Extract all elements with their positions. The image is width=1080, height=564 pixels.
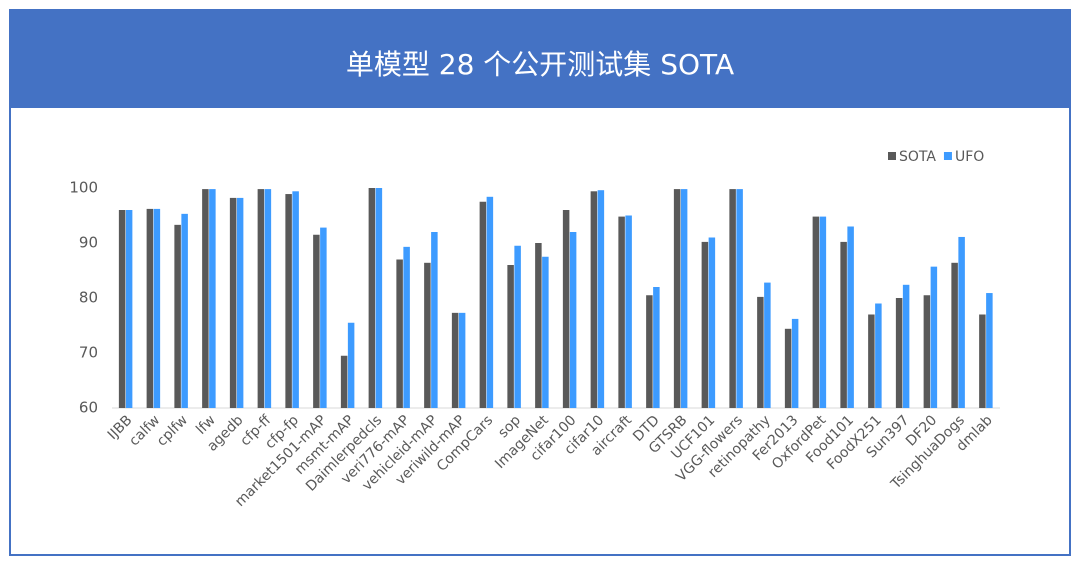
- bar: [569, 232, 577, 408]
- bar: [431, 232, 438, 408]
- bar: [930, 266, 938, 408]
- y-tick-label: 100: [69, 179, 98, 197]
- bar: [202, 189, 209, 408]
- y-tick-label: 70: [79, 344, 98, 362]
- bar: [625, 215, 632, 408]
- bar: [535, 243, 542, 408]
- bar: [597, 190, 605, 408]
- bar: [708, 237, 716, 408]
- bar: [812, 216, 820, 408]
- bar: [146, 208, 154, 408]
- bar: [174, 224, 181, 408]
- bar: [375, 188, 383, 408]
- bar: [403, 246, 410, 408]
- bar: [736, 189, 743, 408]
- y-tick-label: 60: [79, 399, 98, 417]
- bar: [590, 191, 598, 408]
- bar: [257, 189, 265, 408]
- bar: [347, 322, 355, 408]
- bar: [125, 210, 133, 408]
- bar: [791, 318, 799, 408]
- bar: [153, 208, 161, 408]
- bar: [313, 234, 320, 408]
- bar: [118, 210, 126, 408]
- bar: [618, 216, 625, 408]
- bar: [673, 189, 681, 408]
- bar: [895, 298, 903, 408]
- bar: [902, 284, 910, 408]
- bar: [424, 262, 431, 408]
- bar: [236, 197, 244, 408]
- bar: [979, 314, 986, 408]
- bar: [646, 295, 653, 408]
- bar: [229, 197, 237, 408]
- bar: [451, 312, 459, 408]
- bar: [542, 256, 549, 408]
- bar: [653, 287, 660, 408]
- bar: [680, 189, 688, 408]
- bar: [285, 194, 292, 408]
- legend-label: UFO: [955, 149, 984, 165]
- bar: [875, 303, 882, 408]
- bar: [562, 210, 570, 408]
- bar: [486, 196, 494, 408]
- bar: [292, 191, 299, 408]
- bar: [701, 241, 709, 408]
- bar: [264, 189, 272, 408]
- bar: [458, 312, 466, 408]
- bar: [368, 188, 376, 408]
- bar: [396, 259, 403, 408]
- bar: [507, 265, 514, 408]
- bar: [209, 189, 216, 408]
- bar: [764, 282, 771, 408]
- bar: [840, 241, 847, 408]
- bar: [958, 236, 965, 408]
- bar: [181, 213, 188, 408]
- bar: [757, 296, 764, 408]
- y-tick-label: 80: [79, 289, 98, 307]
- y-tick-label: 90: [79, 234, 98, 252]
- chart-title: 单模型 28 个公开测试集 SOTA: [346, 48, 734, 81]
- legend-swatch: [888, 152, 896, 160]
- legend-label: SOTA: [899, 149, 936, 165]
- bar: [514, 245, 521, 408]
- bar: [819, 216, 827, 408]
- bar: [479, 201, 487, 408]
- bar: [320, 227, 327, 408]
- bar: [847, 226, 854, 408]
- bar: [784, 328, 792, 408]
- bar: [340, 355, 348, 408]
- bar: [729, 189, 736, 408]
- bar: [986, 293, 993, 408]
- legend-swatch: [943, 152, 952, 160]
- header: [10, 10, 1070, 108]
- bar: [951, 262, 958, 408]
- bar: [868, 314, 875, 408]
- bar: [923, 295, 931, 408]
